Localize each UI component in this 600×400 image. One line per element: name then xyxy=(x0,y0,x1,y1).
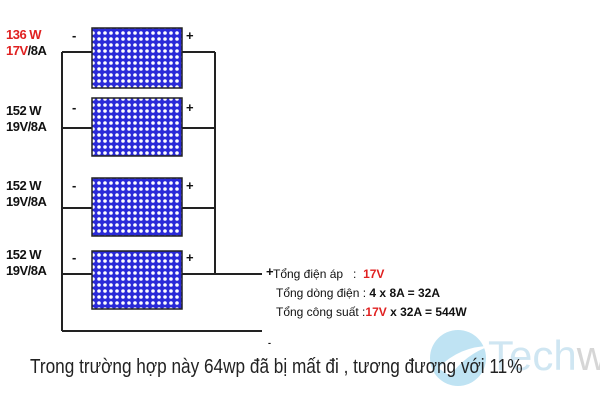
panel-2-voltage: 19V xyxy=(6,119,28,134)
wires xyxy=(61,51,262,332)
minus-sign: - xyxy=(72,28,77,43)
panel-1-power: 136 W xyxy=(6,27,42,42)
panel-4-power: 152 W xyxy=(6,247,42,262)
solar-panel-1 xyxy=(91,27,183,89)
plus-sign: + xyxy=(186,250,194,265)
total-voltage-label: Tổng điện áp : xyxy=(273,267,357,281)
panel-4-rating: 19V/8A xyxy=(6,263,47,279)
minus-sign: - xyxy=(72,178,77,193)
panel-2-rating: 19V/8A xyxy=(6,119,47,135)
total-power-label: Tổng công suất : xyxy=(276,305,366,319)
total-power-value: x 32A = 544W xyxy=(386,305,467,319)
panel-2-power: 152 W xyxy=(6,103,42,118)
output-plus-sign: + xyxy=(266,264,274,279)
plus-sign: + xyxy=(186,100,194,115)
techway-logo: Techway xyxy=(430,320,600,395)
svg-text:Techway: Techway xyxy=(488,332,600,379)
solar-panel-3 xyxy=(91,177,183,237)
caption: Trong trường hợp này 64wp đã bị mất đi ,… xyxy=(30,356,523,378)
minus-sign: - xyxy=(72,100,77,115)
panel-3-current: /8A xyxy=(27,194,47,209)
total-voltage-value: 17V xyxy=(363,267,385,281)
plus-sign: + xyxy=(186,28,194,43)
panel-3-voltage: 19V xyxy=(6,194,28,209)
solar-panel-2 xyxy=(91,97,183,157)
total-current-label: Tổng dòng điện : xyxy=(276,286,367,300)
panel-1-current: /8A xyxy=(27,43,47,58)
panel-4-voltage: 19V xyxy=(6,263,28,278)
panel-1-voltage: 17V xyxy=(6,43,28,58)
panel-1-rating: 17V/8A xyxy=(6,43,47,59)
total-voltage: Tổng điện áp : 17V xyxy=(273,265,384,284)
total-power-voltage: 17V xyxy=(365,305,387,319)
panel-2-current: /8A xyxy=(27,119,47,134)
total-current: Tổng dòng điện : 4 x 8A = 32A xyxy=(276,284,440,303)
output-minus-sign: - xyxy=(268,338,271,348)
panel-4-current: /8A xyxy=(27,263,47,278)
solar-panel-4 xyxy=(91,250,183,310)
panel-3-rating: 19V/8A xyxy=(6,194,47,210)
plus-sign: + xyxy=(186,178,194,193)
panel-3-power: 152 W xyxy=(6,178,42,193)
total-power: Tổng công suất :17V x 32A = 544W xyxy=(276,303,467,322)
minus-sign: - xyxy=(72,250,77,265)
total-current-value: 4 x 8A = 32A xyxy=(369,286,441,300)
